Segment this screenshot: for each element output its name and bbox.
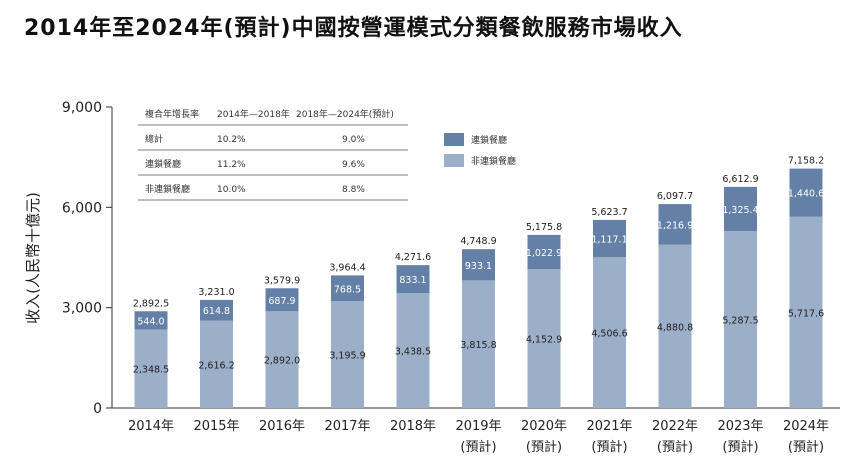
table-header-cell: 複合年增長率: [145, 108, 199, 120]
non-chain-value-label: 4,152.9: [526, 335, 562, 346]
total-value-label: 5,623.7: [591, 207, 627, 218]
table-cell: 9.0%: [342, 135, 365, 145]
total-value-label: 6,612.9: [722, 174, 758, 185]
bar-non-chain: [134, 329, 168, 408]
non-chain-value-label: 5,717.6: [788, 308, 824, 319]
table-row-label: 連鎖餐廳: [145, 158, 181, 170]
non-chain-value-label: 3,195.9: [329, 351, 365, 362]
total-value-label: 3,231.0: [198, 287, 234, 298]
chain-value-label: 614.8: [203, 306, 230, 317]
legend-swatch: [444, 133, 464, 146]
chain-value-label: 933.1: [465, 261, 492, 272]
y-tick-label: 6,000: [62, 200, 102, 216]
x-tick-label: 2019年: [455, 419, 501, 434]
bar-chain: [658, 204, 692, 245]
x-tick-label: 2020年: [521, 419, 567, 434]
bar-chain: [396, 265, 430, 294]
total-value-label: 4,748.9: [460, 236, 496, 247]
table-cell: 10.2%: [217, 135, 246, 145]
y-tick-label: 0: [93, 401, 102, 417]
non-chain-value-label: 2,348.5: [133, 365, 169, 376]
y-tick-label: 9,000: [62, 100, 102, 116]
non-chain-value-label: 4,506.6: [591, 329, 627, 340]
bar-non-chain: [396, 293, 430, 408]
chain-value-label: 1,117.1: [591, 235, 627, 246]
bar-non-chain: [724, 231, 757, 408]
table-row-label: 總計: [145, 133, 163, 145]
non-chain-value-label: 5,287.5: [722, 316, 758, 327]
x-tick-label: 2017年: [324, 419, 370, 434]
bar-chain: [789, 168, 823, 217]
x-tick-label: 2023年: [717, 419, 763, 434]
total-value-label: 3,579.9: [264, 275, 300, 286]
table-cell: 10.0%: [217, 185, 246, 195]
bar-non-chain: [265, 311, 299, 408]
non-chain-value-label: 3,815.8: [460, 340, 496, 351]
x-tick-note: (預計): [526, 439, 562, 455]
table-header-cell: 2014年—2018年: [217, 108, 290, 120]
non-chain-value-label: 4,880.8: [657, 322, 693, 333]
x-tick-label: 2024年: [783, 419, 829, 434]
x-tick-note: (預計): [722, 439, 758, 455]
total-value-label: 6,097.7: [657, 191, 693, 202]
chain-value-label: 1,022.9: [526, 248, 562, 259]
x-tick-label: 2021年: [586, 419, 632, 434]
chain-value-label: 768.5: [334, 284, 361, 295]
chain-value-label: 1,325.4: [722, 205, 758, 216]
bar-non-chain: [658, 244, 692, 408]
chain-value-label: 1,440.6: [788, 189, 824, 200]
bar-non-chain: [200, 320, 233, 408]
non-chain-value-label: 2,892.0: [264, 356, 300, 367]
bar-chain: [462, 249, 495, 281]
bar-chain: [331, 275, 364, 302]
x-tick-note: (預計): [657, 439, 693, 455]
total-value-label: 7,158.2: [788, 156, 824, 167]
total-value-label: 2,892.5: [133, 298, 169, 309]
bar-chain: [724, 186, 757, 232]
chain-value-label: 833.1: [399, 275, 426, 286]
x-tick-label: 2022年: [652, 419, 698, 434]
total-value-label: 5,175.8: [526, 222, 562, 233]
bar-chain: [200, 299, 233, 321]
bar-chain: [593, 219, 626, 258]
legend-swatch: [444, 154, 464, 167]
chart-title: 2014年至2024年(預計)中國按營運模式分類餐飲服務市場收入: [24, 16, 683, 41]
non-chain-value-label: 2,616.2: [198, 360, 234, 371]
legend-label: 連鎖餐廳: [471, 134, 507, 146]
x-tick-note: (預計): [591, 439, 627, 455]
x-tick-note: (預計): [788, 439, 824, 455]
legend-label: 非連鎖餐廳: [471, 155, 516, 167]
table-row-label: 非連鎖餐廳: [145, 183, 190, 195]
bar-chain: [527, 234, 561, 270]
x-tick-label: 2015年: [193, 419, 239, 434]
x-tick-label: 2014年: [128, 419, 174, 434]
bar-non-chain: [462, 280, 495, 408]
chain-value-label: 544.0: [137, 316, 164, 327]
x-tick-label: 2016年: [259, 419, 305, 434]
non-chain-value-label: 3,438.5: [395, 347, 431, 358]
chain-value-label: 1,216.9: [657, 220, 693, 231]
x-tick-note: (預計): [460, 439, 496, 455]
bars-group: [134, 168, 823, 408]
bar-non-chain: [593, 257, 626, 408]
table-cell: 9.6%: [342, 160, 365, 170]
bar-non-chain: [527, 269, 561, 408]
y-tick-label: 3,000: [62, 301, 102, 317]
bar-chain: [134, 311, 168, 330]
labels-group: 2,348.5 544.0 2,892.5 2014年 2,616.2 614.8 3,23…: [128, 156, 829, 455]
total-value-label: 4,271.6: [395, 252, 431, 263]
table-cell: 11.2%: [217, 160, 246, 170]
total-value-label: 3,964.4: [329, 262, 365, 273]
x-tick-label: 2018年: [390, 419, 436, 434]
chain-value-label: 687.9: [268, 296, 295, 307]
bar-non-chain: [789, 216, 823, 408]
y-axis-label: 收入(人民幣十億元): [24, 192, 42, 324]
bar-chain: [265, 288, 299, 312]
bar-non-chain: [331, 301, 364, 408]
table-cell: 8.8%: [342, 185, 365, 195]
cagr-table: 複合年增長率 2014年—2018年 2018年—2024年(預計) 總計 10.2% 9…: [138, 108, 408, 201]
table-header-cell: 2018年—2024年(預計): [296, 108, 394, 120]
